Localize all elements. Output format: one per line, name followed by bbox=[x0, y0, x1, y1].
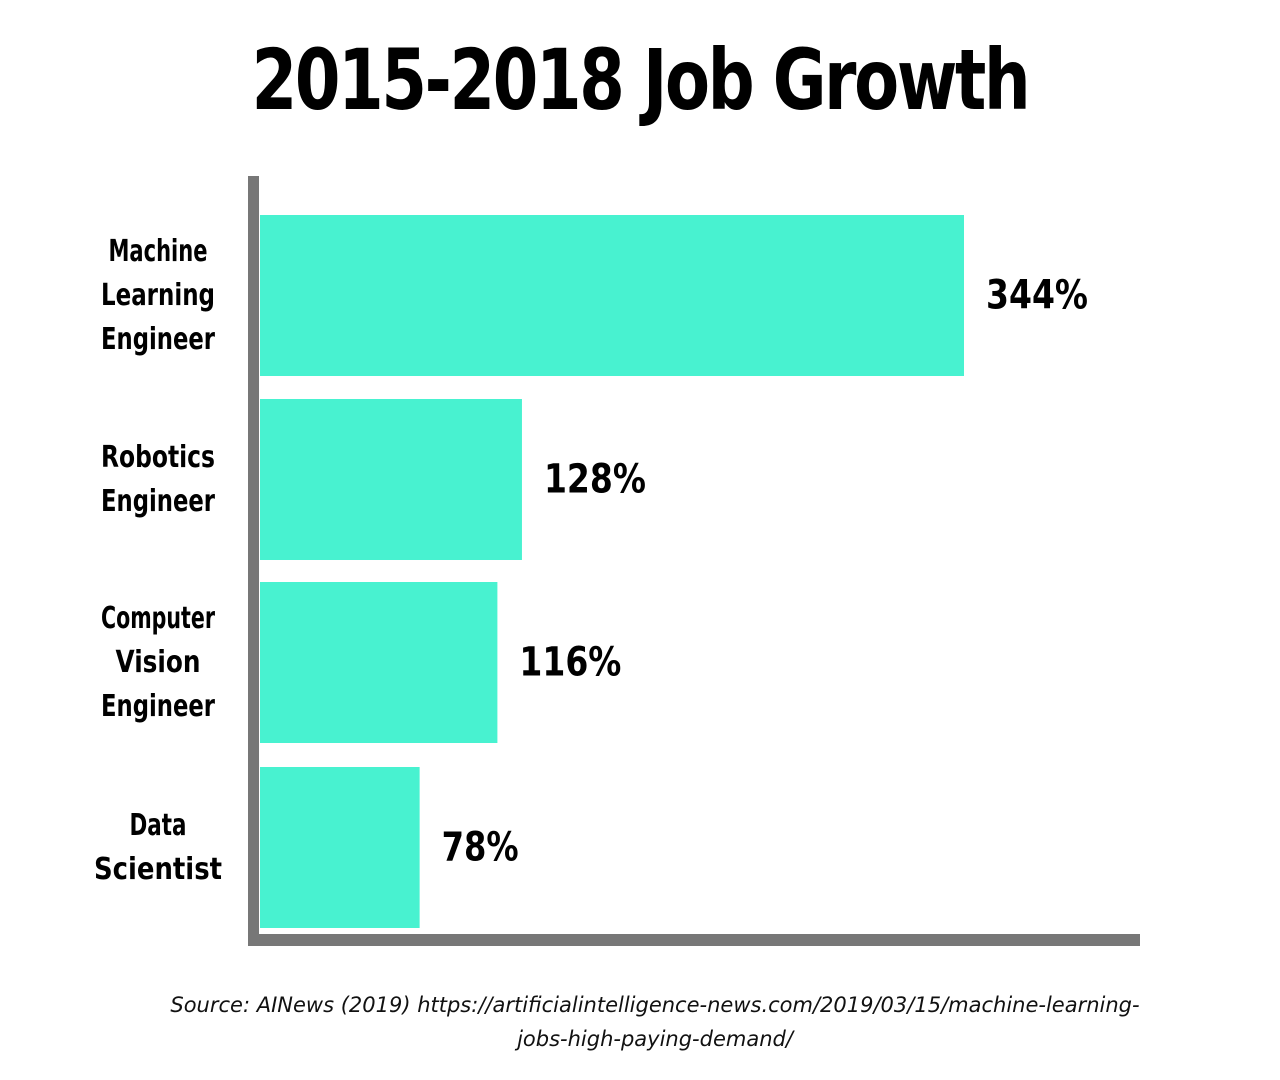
category-labels: Machine Learning Engineer Robotics Engineer C… bbox=[94, 234, 222, 887]
category-label-0-line-0: Machine bbox=[109, 234, 208, 269]
bars-group bbox=[260, 215, 964, 928]
y-axis-line bbox=[248, 176, 259, 946]
source-note: Source: AINews (2019) https://artificial… bbox=[170, 993, 1140, 1051]
category-label-2-line-0: Computer bbox=[101, 601, 215, 636]
x-axis-line bbox=[248, 934, 1140, 946]
value-label-1: 128% bbox=[544, 457, 646, 503]
category-label-3-line-1: Scientist bbox=[94, 852, 222, 887]
bar-0 bbox=[260, 215, 964, 376]
category-label-1-line-1: Engineer bbox=[101, 484, 215, 519]
category-label-1-line-0: Robotics bbox=[101, 440, 215, 475]
bar-3 bbox=[260, 767, 420, 928]
category-label-0-line-1: Learning bbox=[101, 278, 215, 313]
value-label-0: 344% bbox=[986, 273, 1088, 319]
bar-1 bbox=[260, 399, 522, 560]
category-label-2-line-1: Vision bbox=[116, 645, 201, 680]
category-label-3-line-0: Data bbox=[130, 808, 187, 843]
value-label-2: 116% bbox=[519, 640, 621, 686]
category-label-2-line-2: Engineer bbox=[101, 689, 215, 724]
chart-title: 2015-2018 Job Growth bbox=[251, 31, 1031, 129]
value-label-3: 78% bbox=[442, 825, 519, 871]
value-labels: 344% 128% 116% 78% bbox=[442, 273, 1088, 871]
category-label-0-line-2: Engineer bbox=[101, 322, 215, 357]
bar-2 bbox=[260, 582, 498, 743]
